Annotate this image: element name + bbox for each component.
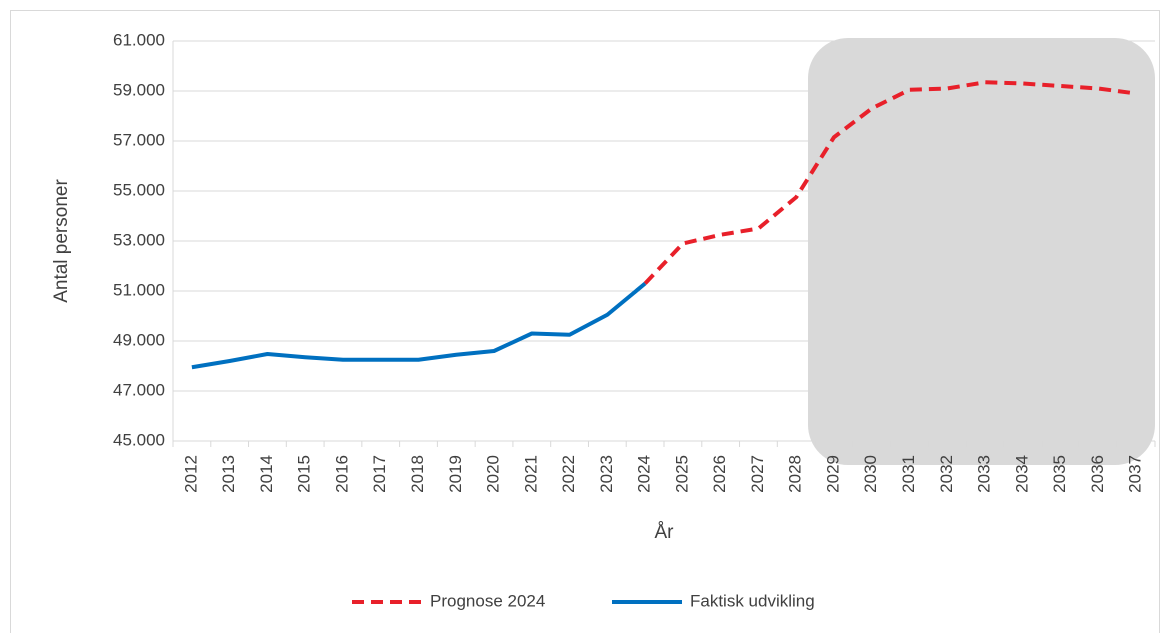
x-tick-label: 2019 (446, 455, 465, 493)
x-tick-label: 2037 (1126, 455, 1145, 493)
x-axis-label: År (655, 522, 675, 543)
x-tick-label: 2014 (257, 455, 276, 493)
series-line (643, 80, 1137, 285)
x-tick-label: 2031 (899, 455, 918, 493)
x-tick-label: 2022 (559, 455, 578, 493)
x-tick-label: 2020 (484, 455, 503, 493)
y-tick-label: 55.000 (113, 180, 165, 199)
y-tick-label: 53.000 (113, 230, 165, 249)
y-tick-label: 59.000 (113, 80, 165, 99)
x-tick-label: 2036 (1088, 455, 1107, 493)
x-tick-label: 2015 (295, 455, 314, 493)
series-line (191, 281, 647, 370)
y-tick-label: 45.000 (113, 430, 165, 449)
highlight-region (808, 38, 1155, 465)
x-tick-label: 2013 (219, 455, 238, 493)
x-tick-label: 2021 (521, 455, 540, 493)
x-tick-label: 2017 (370, 455, 389, 493)
x-tick-label: 2026 (710, 455, 729, 493)
x-tick-label: 2035 (1050, 455, 1069, 493)
x-tick-label: 2029 (823, 455, 842, 493)
x-tick-label: 2034 (1012, 455, 1031, 493)
y-tick-label: 57.000 (113, 130, 165, 149)
x-tick-label: 2025 (672, 455, 691, 493)
x-tick-label: 2027 (748, 455, 767, 493)
y-tick-label: 49.000 (113, 330, 165, 349)
x-tick-label: 2030 (861, 455, 880, 493)
legend-label: Prognose 2024 (430, 591, 545, 610)
x-tick-label: 2018 (408, 455, 427, 493)
x-tick-label: 2024 (635, 455, 654, 493)
x-tick-label: 2032 (937, 455, 956, 493)
x-tick-label: 2028 (786, 455, 805, 493)
y-tick-label: 61.000 (113, 30, 165, 49)
x-tick-label: 2033 (975, 455, 994, 493)
legend-label: Faktisk udvikling (690, 591, 815, 610)
x-tick-label: 2012 (181, 455, 200, 493)
x-tick-label: 2016 (332, 455, 351, 493)
y-axis-label: Antal personer (51, 179, 72, 303)
y-tick-label: 51.000 (113, 280, 165, 299)
x-tick-label: 2023 (597, 455, 616, 493)
y-tick-label: 47.000 (113, 380, 165, 399)
